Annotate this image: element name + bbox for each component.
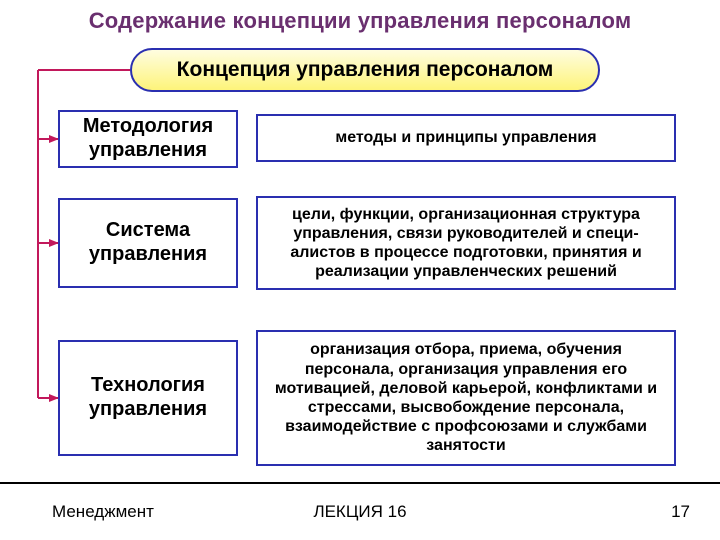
footer-center: ЛЕКЦИЯ 16 bbox=[0, 502, 720, 522]
row-desc: цели, функции, организационная структура… bbox=[256, 196, 676, 290]
row-desc: методы и принципы управления bbox=[256, 114, 676, 162]
row-label: Методология управления bbox=[58, 110, 238, 168]
row-label: Технология управления bbox=[58, 340, 238, 456]
row-desc: организация отбора, приема, обучения пер… bbox=[256, 330, 676, 466]
slide: Содержание концепции управления персонал… bbox=[0, 0, 720, 540]
row-label: Система управления bbox=[58, 198, 238, 288]
footer-rule bbox=[0, 482, 720, 484]
concept-label: Концепция управления персоналом bbox=[177, 58, 554, 82]
page-title: Содержание концепции управления персонал… bbox=[0, 8, 720, 34]
footer-right: 17 bbox=[671, 502, 690, 522]
concept-box: Концепция управления персоналом bbox=[130, 48, 600, 92]
